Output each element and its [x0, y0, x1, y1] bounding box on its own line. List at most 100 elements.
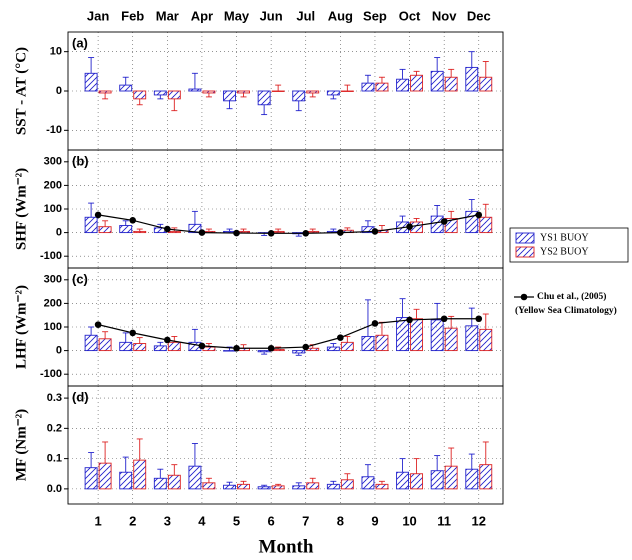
error-bar [88, 452, 95, 468]
error-bar [261, 104, 268, 116]
error-bar [330, 480, 337, 485]
climatology-point [267, 344, 275, 352]
error-bar [413, 308, 420, 319]
climatology-point [267, 230, 275, 237]
error-bar [136, 438, 143, 461]
bar [133, 230, 147, 234]
bar [133, 343, 147, 352]
y-tick-label: 0.2 [47, 422, 62, 434]
error-bar [122, 456, 129, 473]
y-tick-label: -10 [46, 124, 62, 136]
climatology-point [129, 217, 137, 224]
climatology-point [94, 211, 102, 219]
error-bar [330, 343, 337, 348]
bar [119, 84, 133, 92]
bar [410, 473, 424, 490]
error-bar [226, 100, 233, 110]
panel-label: (b) [72, 153, 89, 168]
bar [340, 341, 354, 352]
panel-label: (c) [72, 271, 88, 286]
x-tick-label: 7 [302, 513, 309, 528]
climatology-point [440, 218, 448, 225]
x-tick-label: 11 [437, 513, 451, 528]
bar [375, 334, 389, 352]
month-label: Feb [121, 8, 144, 23]
month-label: Jan [87, 8, 109, 23]
bar [340, 479, 354, 490]
month-label: Jul [296, 8, 315, 23]
error-bar [413, 70, 420, 76]
y-axis-label: MF (Nm⁻²) [13, 409, 29, 481]
y-axis-label: SHF (Wm⁻²) [13, 168, 29, 250]
error-bar [191, 328, 198, 343]
bar [306, 482, 320, 490]
error-bar [399, 215, 406, 222]
x-tick-label: 1 [94, 513, 101, 528]
error-bar [122, 332, 129, 343]
x-tick-label: 5 [233, 513, 240, 528]
bar [84, 467, 98, 490]
bar [202, 90, 216, 94]
error-bar [261, 351, 268, 355]
error-bar [378, 225, 385, 231]
error-bar [344, 335, 351, 343]
bar [271, 90, 285, 92]
climatology-point [233, 344, 240, 352]
error-bar [378, 76, 385, 84]
error-bar [171, 464, 178, 476]
bar [223, 350, 236, 352]
y-tick-label: 0 [56, 227, 62, 239]
bar [153, 477, 167, 490]
climatology-point [440, 315, 448, 323]
y-tick-label: 100 [44, 203, 62, 215]
y-tick-label: 200 [44, 179, 62, 191]
error-bar [136, 228, 143, 232]
bar [479, 216, 493, 234]
bar [188, 88, 202, 92]
bar [84, 334, 98, 352]
error-bar [295, 100, 302, 112]
error-bar [275, 84, 282, 91]
error-bar [378, 321, 385, 336]
error-bar [102, 441, 109, 464]
bar [84, 216, 98, 234]
x-tick-label: 2 [129, 513, 136, 528]
bar [326, 346, 340, 352]
climatology-point [233, 229, 240, 237]
bar [465, 66, 479, 92]
y-tick-label: 10 [50, 46, 62, 58]
error-bar [364, 220, 371, 227]
bar [444, 327, 458, 352]
x-axis-label: Month [259, 536, 314, 557]
bar [237, 90, 250, 94]
error-bar [88, 202, 95, 218]
error-bar [157, 94, 164, 100]
bar [430, 470, 444, 490]
climatology-point [302, 343, 310, 351]
y-axis-label: LHF (Wm⁻²) [13, 285, 29, 369]
legend-box [509, 227, 629, 263]
error-bar [468, 199, 475, 212]
bar [133, 90, 147, 100]
bar [396, 471, 410, 490]
legend-label: Chu et al., (2005) [537, 291, 606, 302]
x-tick-label: 9 [371, 513, 378, 528]
month-label: Dec [467, 8, 491, 23]
error-bar [344, 84, 351, 91]
error-bar [364, 74, 371, 84]
bar [119, 225, 133, 234]
legend-swatch [515, 246, 535, 258]
error-bar [448, 68, 455, 78]
error-bar [309, 92, 316, 98]
climatology-point [406, 316, 413, 324]
y-tick-label: 0.1 [47, 453, 62, 465]
y-tick-label: 0 [56, 85, 62, 97]
bar [167, 474, 181, 490]
error-bar [295, 233, 302, 237]
y-tick-label: 200 [44, 297, 62, 309]
error-bar [364, 464, 371, 477]
error-bar [275, 483, 282, 486]
bar [167, 90, 181, 100]
bar [98, 338, 112, 352]
